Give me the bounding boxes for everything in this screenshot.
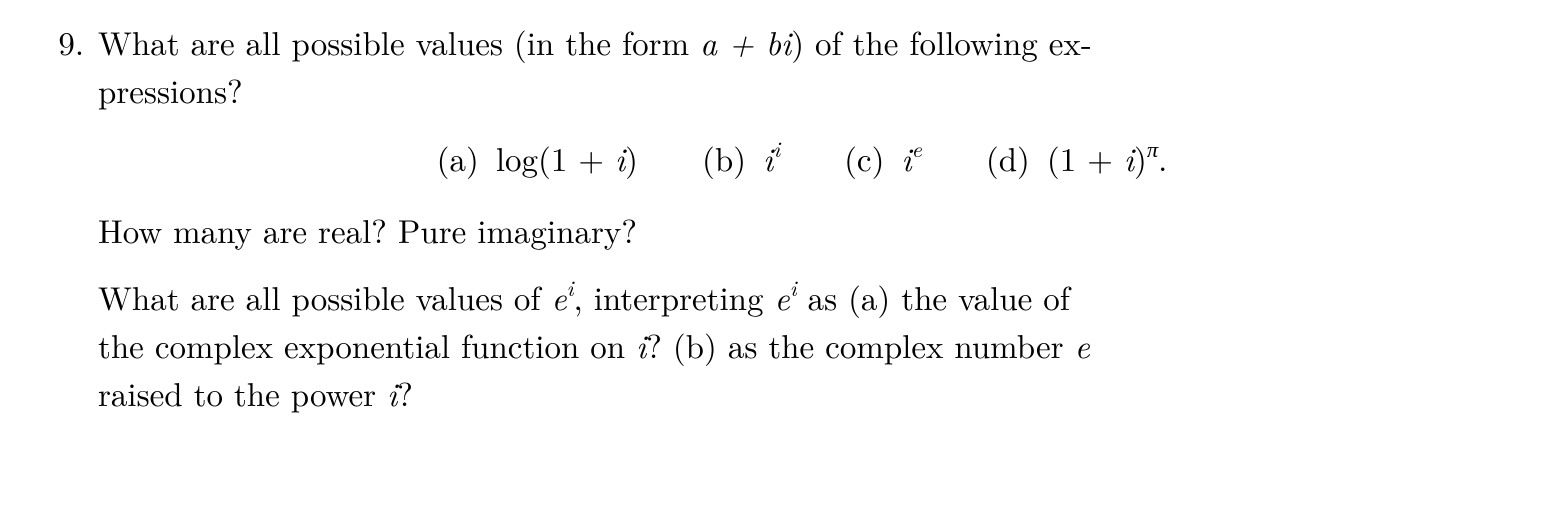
intro-formula: a + bi bbox=[700, 18, 791, 65]
q3-line2-post: ? (b) as the complex number bbox=[646, 321, 1074, 368]
option-b-base: i bbox=[763, 134, 773, 181]
option-d-var: i bbox=[1124, 134, 1134, 181]
option-d-suffix: . bbox=[1158, 134, 1167, 181]
q3-line1-pre: What are all possible values of bbox=[98, 273, 551, 320]
intro-paragraph: What are all possible values (in the for… bbox=[98, 18, 1506, 114]
problem-number: 9. bbox=[22, 18, 98, 66]
option-a-expr-prefix: log(1 + bbox=[496, 134, 615, 181]
intro-text-1: What are all possible values (in the for… bbox=[98, 18, 700, 65]
option-d-prefix: (1 + bbox=[1047, 134, 1124, 181]
option-a: (a) log(1 + i) bbox=[437, 134, 638, 182]
q3-i-2: i bbox=[790, 271, 797, 303]
q3-e-2: e bbox=[775, 273, 790, 320]
option-c-base: i bbox=[901, 134, 911, 181]
option-c-exp: e bbox=[912, 132, 922, 164]
q3-i-3: i bbox=[636, 321, 646, 368]
intro-text-2: pressions? bbox=[98, 66, 243, 113]
q3-line3-pre: raised to the power bbox=[98, 369, 387, 416]
q3-line3-post: ? bbox=[397, 369, 413, 416]
question-3: What are all possible values of ei, inte… bbox=[98, 273, 1506, 417]
intro-text-1-end: ) of the following ex- bbox=[791, 18, 1092, 65]
q3-e-3: e bbox=[1075, 321, 1090, 368]
option-a-label: (a) bbox=[437, 134, 479, 181]
option-d-label: (d) bbox=[986, 134, 1030, 181]
options-row: (a) log(1 + i) (b) ii (c) ie (d) (1 + i)… bbox=[98, 134, 1506, 182]
problem-body: What are all possible values (in the for… bbox=[98, 18, 1506, 437]
option-c-label: (c) bbox=[844, 134, 884, 181]
q3-line1-post: as (a) the value of bbox=[797, 273, 1070, 320]
option-b-exp: i bbox=[773, 132, 780, 164]
option-b: (b) ii bbox=[702, 134, 780, 182]
problem-9: 9. What are all possible values (in the … bbox=[0, 0, 1550, 437]
option-a-var: i bbox=[615, 134, 625, 181]
q3-i-4: i bbox=[387, 369, 397, 416]
q3-i-1: i bbox=[567, 271, 574, 303]
q3-e-1: e bbox=[551, 273, 566, 320]
option-a-expr-suffix: ) bbox=[625, 134, 638, 181]
option-c: (c) ie bbox=[844, 134, 922, 182]
q3-line1-mid: , interpreting bbox=[574, 273, 775, 320]
option-d: (d) (1 + i)π. bbox=[986, 134, 1167, 182]
option-d-exp: π bbox=[1147, 132, 1158, 164]
option-d-mid: ) bbox=[1134, 134, 1147, 181]
question-2: How many are real? Pure imaginary? bbox=[98, 206, 1506, 254]
option-b-label: (b) bbox=[702, 134, 746, 181]
q3-line2-pre: the complex exponential function on bbox=[98, 321, 636, 368]
problem-row: 9. What are all possible values (in the … bbox=[22, 18, 1506, 437]
